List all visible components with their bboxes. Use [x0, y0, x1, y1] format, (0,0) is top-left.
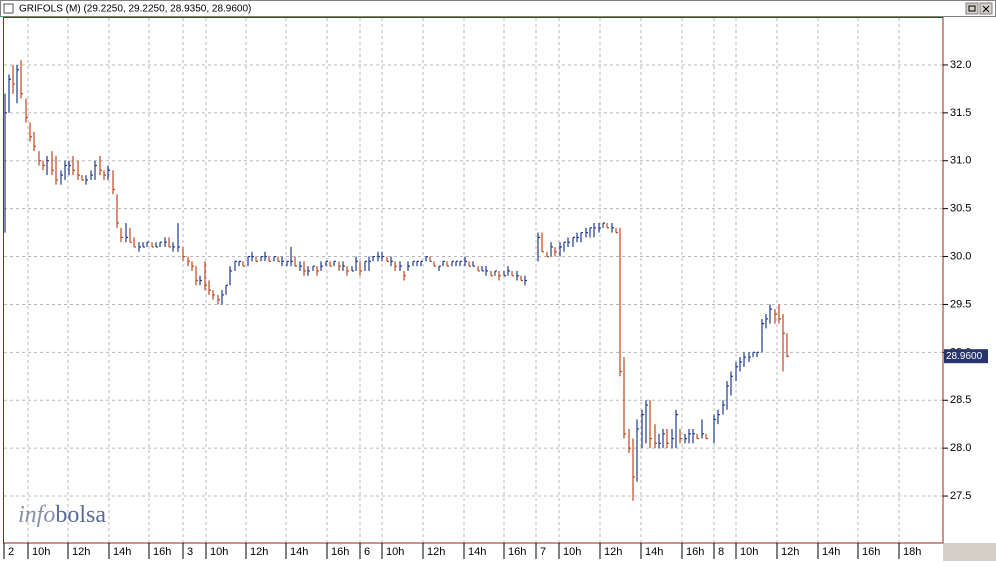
chart-title: GRIFOLS (M) (29.2250, 29.2250, 28.9350, … — [19, 4, 251, 15]
x-tick-label: 7 — [540, 546, 546, 558]
grid — [4, 18, 943, 543]
last-value-label: 28.9600 — [946, 351, 983, 362]
x-tick-label: 12h — [250, 546, 268, 558]
watermark: infobolsa — [18, 502, 106, 528]
x-tick-label: 10h — [563, 546, 581, 558]
x-tick-label: 8 — [718, 546, 724, 558]
x-tick-label: 10h — [386, 546, 404, 558]
y-tick-label: 28.5 — [950, 394, 971, 406]
x-tick-label: 16h — [153, 546, 171, 558]
x-tick-label: 14h — [822, 546, 840, 558]
close-icon — [982, 5, 990, 13]
y-tick-label: 28.0 — [950, 442, 971, 454]
x-tick-label: 16h — [508, 546, 526, 558]
corner — [943, 543, 996, 561]
x-tick-label: 14h — [645, 546, 663, 558]
x-tick-label: 16h — [331, 546, 349, 558]
x-tick-label: 16h — [686, 546, 704, 558]
x-tick-label: 12h — [604, 546, 622, 558]
x-tick-label: 12h — [427, 546, 445, 558]
x-tick-label: 12h — [781, 546, 799, 558]
x-tick-label: 14h — [468, 546, 486, 558]
y-tick-label: 27.5 — [950, 490, 971, 502]
y-tick-label: 30.0 — [950, 250, 971, 262]
x-tick-label: 6 — [364, 546, 370, 558]
last-value-box — [944, 349, 988, 364]
x-tick-label: 14h — [290, 546, 308, 558]
bars — [4, 60, 789, 501]
y-tick-label: 29.5 — [950, 298, 971, 310]
y-tick-label: 32.0 — [950, 59, 971, 71]
window-icon — [3, 3, 14, 14]
x-tick-label: 18h — [903, 546, 921, 558]
restore-button[interactable] — [965, 2, 979, 15]
y-tick-label: 31.5 — [950, 107, 971, 119]
x-tick-label: 2 — [8, 546, 14, 558]
restore-icon — [968, 5, 976, 12]
y-tick-label: 31.0 — [950, 155, 971, 167]
x-tick-label: 12h — [72, 546, 90, 558]
x-tick-label: 10h — [210, 546, 228, 558]
x-tick-label: 10h — [32, 546, 50, 558]
watermark-info: info — [18, 502, 55, 528]
y-tick-label: 30.5 — [950, 203, 971, 215]
plot-frame — [3, 17, 944, 544]
x-tick-label: 10h — [740, 546, 758, 558]
watermark-bolsa: bolsa — [55, 502, 106, 528]
x-tick-label: 3 — [187, 546, 193, 558]
x-tick-label: 16h — [862, 546, 880, 558]
axes: 27.528.028.529.029.530.030.531.031.532.0… — [3, 59, 988, 559]
x-tick-label: 14h — [113, 546, 131, 558]
